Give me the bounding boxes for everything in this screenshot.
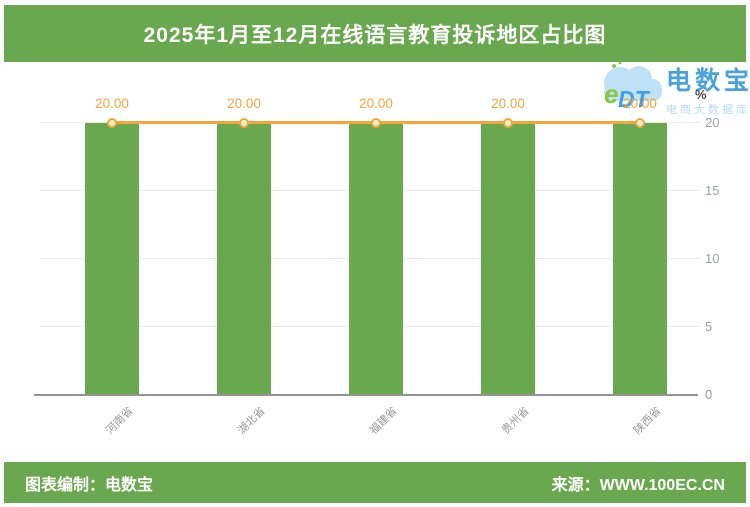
line-marker-guizhou: [503, 118, 513, 128]
page-title: 2025年1月至12月在线语言教育投诉地区占比图: [143, 23, 607, 47]
y-tick-15: 15: [705, 183, 720, 198]
bar-guizhou: [481, 123, 535, 394]
logo-name: 电数宝: [666, 67, 750, 95]
value-label-guizhou: 20.00: [491, 96, 525, 111]
line-marker-shaanxi: [635, 118, 645, 128]
y-tick-20: 20: [705, 115, 720, 130]
value-label-henan: 20.00: [95, 96, 129, 111]
svg-text:e: e: [604, 79, 618, 109]
y-axis-unit: %: [695, 87, 707, 102]
x-axis-line: [34, 394, 698, 396]
cloud-logo-icon: e DT: [604, 61, 662, 112]
logo-tagline: 电商大数据库: [666, 104, 750, 116]
svg-text:DT: DT: [618, 86, 651, 112]
bar-shaanxi: [613, 123, 667, 394]
bar-henan: [85, 123, 139, 394]
y-tick-5: 5: [705, 319, 713, 334]
logo: e DT 电数宝 电商大数据库: [590, 57, 750, 119]
x-label-shaanxi: 陕西省: [631, 405, 664, 437]
line-marker-fujian: [371, 118, 381, 128]
line-marker-hubei: [239, 118, 249, 128]
header-bar: 2025年1月至12月在线语言教育投诉地区占比图: [4, 5, 746, 62]
x-label-fujian: 福建省: [367, 405, 400, 437]
value-label-shaanxi: 20.00: [623, 96, 657, 111]
x-label-henan: 河南省: [103, 405, 136, 437]
line-marker-henan: [107, 118, 117, 128]
footer-credit: 图表编制：电数宝: [25, 476, 154, 494]
x-label-guizhou: 贵州省: [499, 405, 532, 437]
y-tick-10: 10: [705, 251, 720, 266]
logo-text: 电数宝 电商大数据库: [666, 61, 750, 117]
x-label-hubei: 湖北省: [235, 405, 268, 437]
footer-bar: 图表编制：电数宝 来源：WWW.100EC.CN: [4, 462, 746, 503]
bar-hubei: [217, 123, 271, 394]
value-label-fujian: 20.00: [359, 96, 393, 111]
footer-source: 来源：WWW.100EC.CN: [551, 476, 725, 494]
value-label-hubei: 20.00: [227, 96, 261, 111]
bar-fujian: [349, 123, 403, 394]
y-tick-0: 0: [705, 387, 713, 402]
